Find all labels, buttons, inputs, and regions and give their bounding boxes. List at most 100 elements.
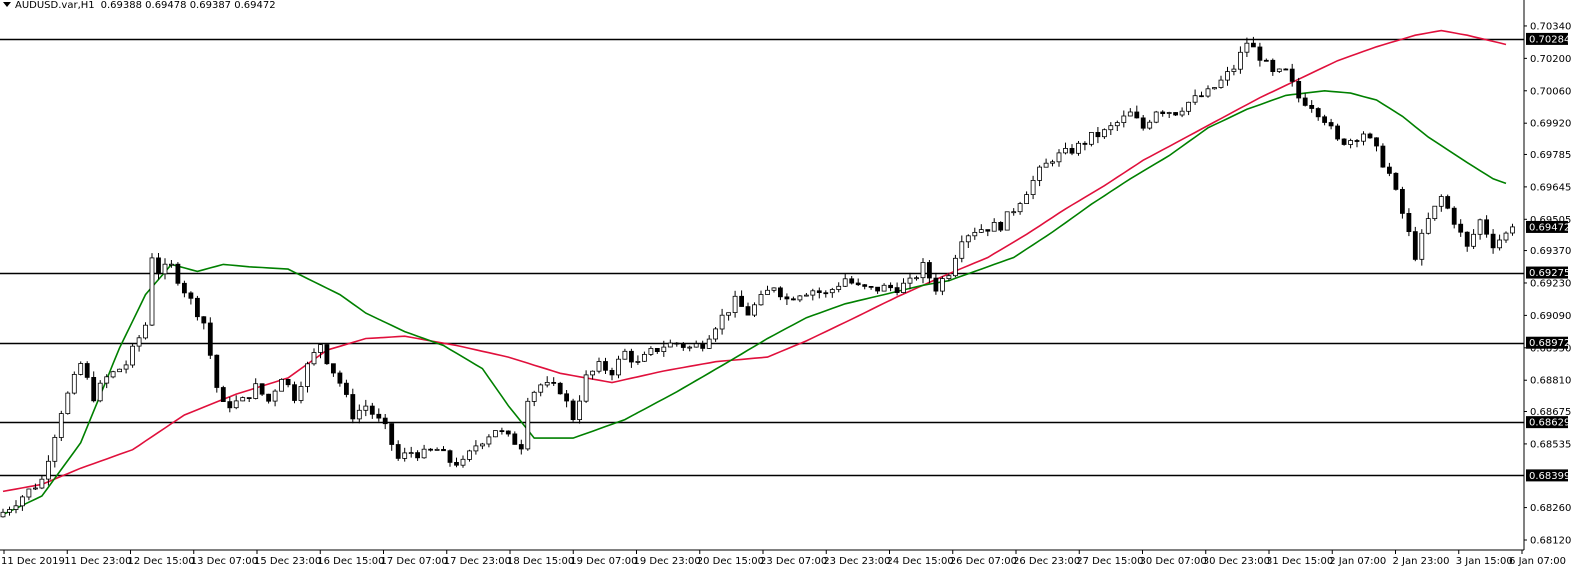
candle xyxy=(324,344,330,365)
price-marker-label: 0.69275 xyxy=(1529,268,1570,279)
candle xyxy=(292,381,297,404)
candle xyxy=(1024,191,1029,205)
time-tick-label: 11 Dec 23:00 xyxy=(64,556,131,567)
candle xyxy=(829,287,835,298)
candle xyxy=(330,363,336,377)
candle xyxy=(194,295,200,321)
candle xyxy=(1387,162,1392,177)
candle xyxy=(1037,165,1042,187)
time-tick-label: 19 Dec 23:00 xyxy=(634,556,701,567)
candle xyxy=(596,357,602,374)
time-tick-label: 30 Dec 23:00 xyxy=(1203,556,1270,567)
candle xyxy=(1367,132,1373,139)
candle xyxy=(1477,218,1483,240)
time-tick-label: 20 Dec 15:00 xyxy=(697,556,764,567)
candle xyxy=(356,404,362,424)
price-tick-label: 0.70340 xyxy=(1530,21,1571,32)
candle xyxy=(1140,115,1146,131)
price-markers: 0.70284 0.69472 0.69275 0.68972 0.68629 0.683… xyxy=(1526,32,1570,482)
candle xyxy=(181,280,187,298)
candle xyxy=(110,370,116,379)
candle xyxy=(447,449,453,467)
candle xyxy=(1302,93,1308,107)
price-tick-label: 0.69505 xyxy=(1530,215,1571,226)
candle xyxy=(914,275,919,281)
candle xyxy=(1199,91,1204,98)
time-tick-label: 16 Dec 15:00 xyxy=(317,556,384,567)
candle xyxy=(26,488,32,501)
candle xyxy=(13,500,19,514)
candle xyxy=(1127,108,1133,117)
candle xyxy=(771,287,777,293)
candle xyxy=(84,361,90,380)
candle xyxy=(862,284,868,290)
time-tick-label: 26 Dec 23:00 xyxy=(1013,556,1080,567)
candle xyxy=(933,272,939,295)
candle xyxy=(590,370,595,380)
candle xyxy=(220,385,226,403)
candle xyxy=(1263,58,1269,62)
candle xyxy=(253,378,259,400)
candle xyxy=(778,286,783,301)
candle xyxy=(959,235,965,263)
candle xyxy=(1179,107,1185,118)
candle xyxy=(531,390,537,407)
candle xyxy=(739,290,744,307)
candle xyxy=(577,395,582,424)
dropdown-triangle-icon[interactable] xyxy=(3,2,11,7)
candle xyxy=(965,234,971,248)
candle xyxy=(454,457,459,468)
candle xyxy=(991,218,997,232)
candle xyxy=(654,347,660,354)
time-tick-label: 24 Dec 15:00 xyxy=(887,556,954,567)
candle xyxy=(298,381,304,404)
candle xyxy=(479,442,485,450)
candle xyxy=(1063,142,1068,155)
candle xyxy=(1296,77,1302,103)
time-tick-label: 17 Dec 23:00 xyxy=(444,556,511,567)
candle xyxy=(240,396,246,402)
candle xyxy=(758,290,764,306)
candle xyxy=(1231,64,1237,76)
candle xyxy=(901,278,906,294)
candle xyxy=(415,450,421,461)
time-tick-label: 23 Dec 23:00 xyxy=(823,556,890,567)
candle xyxy=(1400,186,1405,219)
candle xyxy=(616,355,621,379)
candle xyxy=(583,370,589,403)
candle xyxy=(1225,66,1230,86)
candle xyxy=(97,380,103,403)
candle xyxy=(855,278,861,286)
candle xyxy=(492,430,498,438)
price-tick-label: 0.68260 xyxy=(1530,503,1571,514)
price-marker: 0.69275 xyxy=(1526,266,1570,279)
candle xyxy=(752,302,757,317)
candle xyxy=(499,427,505,435)
candle xyxy=(661,340,667,357)
candle xyxy=(428,448,434,452)
candle xyxy=(467,449,472,462)
candles-layer xyxy=(0,36,1515,518)
candle xyxy=(1484,215,1489,238)
candle xyxy=(706,335,712,349)
price-axis-ticks: 0.70340 0.70200 0.70060 0.69920 0.69785 0.696… xyxy=(1524,21,1571,547)
candle xyxy=(505,430,511,437)
candle xyxy=(1082,141,1088,151)
chart-title: AUDUSD.var,H1 0.69388 0.69478 0.69387 0.6… xyxy=(3,0,276,12)
candle xyxy=(642,351,647,362)
time-tick-label: 15 Dec 23:00 xyxy=(254,556,321,567)
candle xyxy=(1017,201,1023,215)
candle xyxy=(272,389,278,407)
candle xyxy=(680,342,686,351)
candle xyxy=(946,272,952,281)
time-tick-label: 23 Dec 07:00 xyxy=(760,556,827,567)
candle xyxy=(71,371,77,395)
candle xyxy=(953,254,958,278)
time-tick-label: 30 Dec 07:00 xyxy=(1140,556,1207,567)
candle xyxy=(1335,123,1340,141)
candle xyxy=(1406,208,1412,237)
candle xyxy=(246,397,252,402)
